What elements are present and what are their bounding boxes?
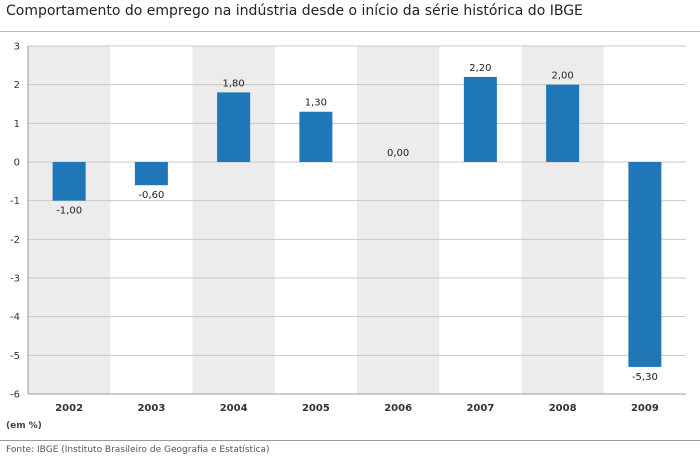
chart-title: Comportamento do emprego na indústria de… (6, 3, 583, 19)
data-label-2006: 0,00 (387, 148, 409, 159)
y-tick-label: 0 (14, 158, 20, 169)
bar-2003 (134, 162, 168, 186)
unit-note: (em %) (6, 421, 42, 431)
y-tick-label: -2 (10, 235, 20, 246)
category-band-2006 (357, 46, 440, 394)
bar-2004 (217, 92, 251, 162)
x-tick-label-2008: 2008 (549, 403, 577, 414)
x-tick-label-2005: 2005 (302, 403, 330, 414)
y-tick-label: -6 (10, 390, 20, 401)
y-tick-label: 2 (14, 80, 20, 91)
data-label-2007: 2,20 (469, 63, 491, 74)
bar-chart: 3 2 1 0 -1 -2 -3 -4 -5 -6 -1,00 2002 -0,60 2003 1,80 20… (10, 42, 686, 414)
source-note: Fonte: IBGE (Instituto Brasileiro de Geo… (6, 445, 270, 455)
bar-2009 (628, 162, 662, 367)
x-tick-label-2002: 2002 (55, 403, 83, 414)
x-tick-label-2004: 2004 (220, 403, 248, 414)
y-tick-label: -1 (10, 196, 20, 207)
footer-divider (0, 440, 700, 441)
x-tick-label-2003: 2003 (137, 403, 165, 414)
x-tick-label-2009: 2009 (631, 403, 659, 414)
y-tick-label: -3 (10, 274, 20, 285)
data-label-2004: 1,80 (222, 78, 244, 89)
bar-2007 (463, 76, 497, 162)
y-tick-label: 1 (14, 119, 20, 130)
data-label-2003: -0,60 (138, 190, 164, 201)
title-divider (0, 31, 700, 32)
data-label-2005: 1,30 (305, 98, 327, 109)
bar-2005 (299, 111, 333, 162)
y-tick-label: -4 (10, 312, 20, 323)
x-tick-label-2006: 2006 (384, 403, 412, 414)
y-tick-label: 3 (14, 42, 20, 53)
category-band-2002 (28, 46, 111, 394)
y-tick-label: -5 (10, 351, 20, 362)
data-label-2008: 2,00 (551, 71, 573, 82)
data-label-2002: -1,00 (56, 206, 82, 217)
bar-2008 (546, 84, 580, 162)
x-tick-label-2007: 2007 (466, 403, 494, 414)
bar-2002 (52, 162, 86, 201)
data-label-2009: -5,30 (632, 372, 658, 383)
